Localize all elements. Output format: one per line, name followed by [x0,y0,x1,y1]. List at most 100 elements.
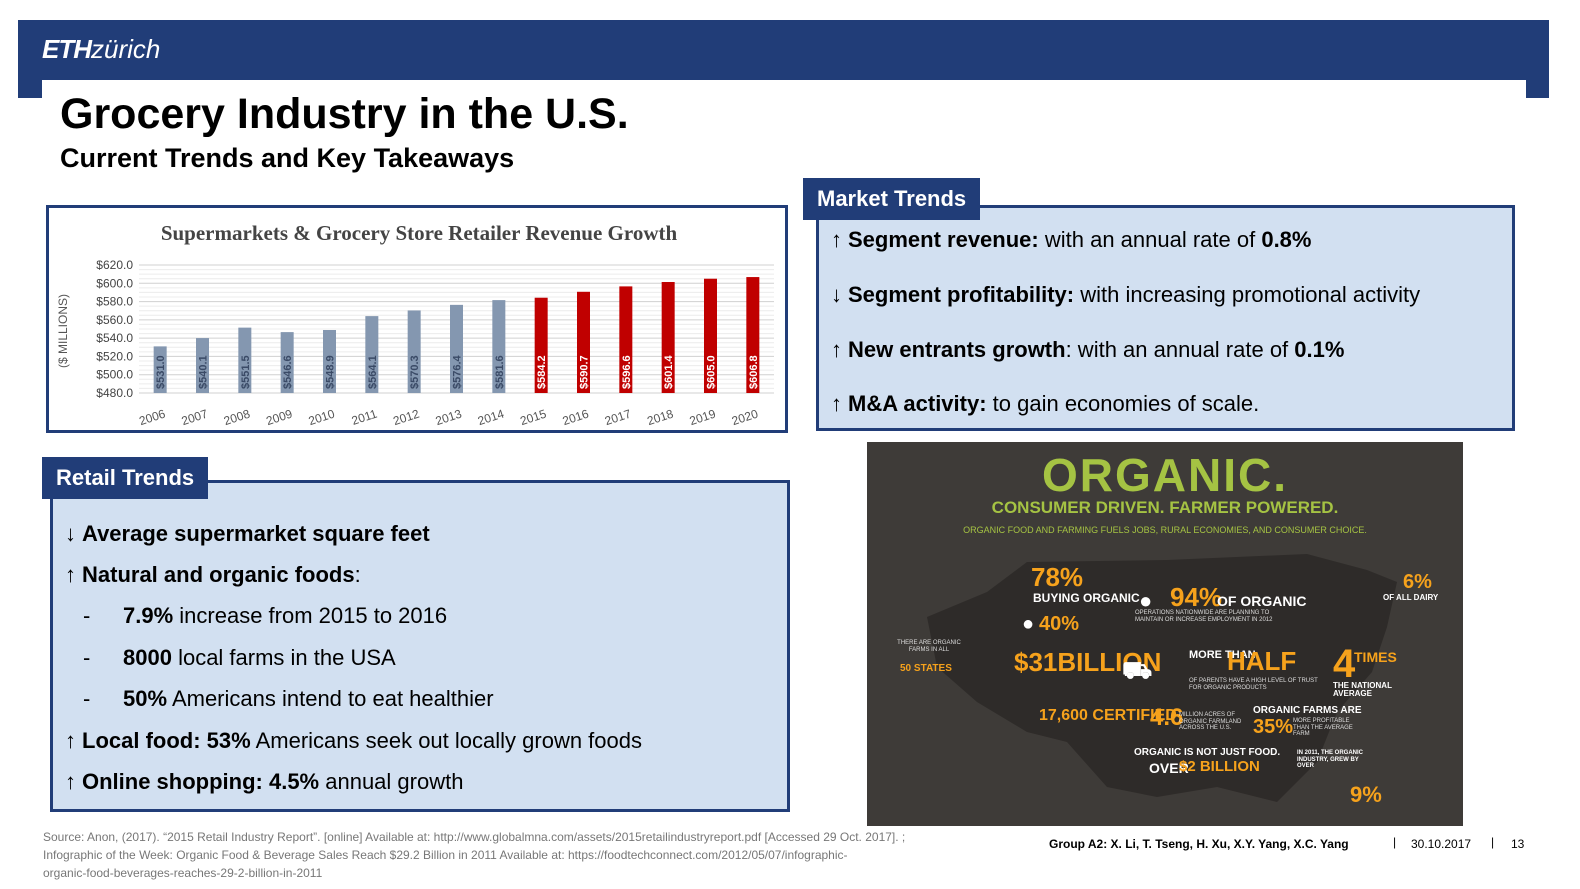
retail-trends-tab: Retail Trends [42,457,209,499]
retail-trend-item: ↓ Average supermarket square feet [65,521,430,546]
chart-bar [534,297,548,393]
chart-x-tick-label: 2020 [730,406,760,428]
retail-sub-item: -8000 local farms in the USA [83,645,396,670]
farms-text: ORGANIC FARMS ARE [1253,705,1362,716]
times-value: 4 [1333,642,1356,686]
stat-78-value: 78% [1031,562,1084,592]
chart-data-label: $564.1 [367,355,379,389]
stat-35-value: 35% [1253,716,1294,738]
chart-y-tick-label: $500.0 [96,368,133,382]
market-trend-item: ↑ New entrants growth: with an annual rat… [831,337,1345,362]
footer-separator: | [1491,835,1495,849]
retail-trend-item: ↑ Online shopping: 4.5% annual growth [65,769,464,794]
chart-y-tick-label: $580.0 [96,295,133,309]
chart-bar [196,338,209,393]
chart-data-label: $548.9 [325,355,337,389]
organic-infographic: ORGANIC. CONSUMER DRIVEN. FARMER POWERED… [867,442,1463,826]
chart-data-label: $596.6 [621,355,633,389]
stat-35-text: MORE PROFITABLE THAN THE AVERAGE FARM [1293,718,1353,738]
chart-y-tick-label: $520.0 [96,349,133,363]
organic-tagline: ORGANIC FOOD AND FARMING FUELS JOBS, RUR… [963,525,1367,535]
retail-sub-item: -50% Americans intend to eat healthier [83,686,494,711]
chart-bar [323,330,336,393]
chart-data-label: $531.0 [155,355,167,389]
chart-bar [704,278,717,393]
chart-bar [492,300,506,393]
market-trends-panel: ↑ Segment revenue: with an annual rate of… [816,205,1515,431]
chart-bar [577,291,590,393]
stat-94-sub: OPERATIONS NATIONWIDE ARE PLANNING TO MA… [1135,610,1273,623]
chart-y-tick-label: $540.0 [96,331,133,345]
chart-x-tick-label: 2015 [518,406,548,428]
retail-trends-panel: ↓ Average supermarket square feet ↑ Natura… [50,480,790,812]
chart-data-label: $606.8 [748,355,760,389]
header-inner [42,80,1526,120]
chart-data-label: $590.7 [579,355,591,389]
apple-icon: ● [1022,613,1035,635]
chart-y-tick-label: $560.0 [96,313,133,327]
chart-y-tick-label: $600.0 [96,276,133,290]
chart-x-tick-label: 2009 [264,406,294,428]
stat-4-6-value: 4.6 [1150,704,1184,731]
market-trend-item: ↑ M&A activity: to gain economies of scal… [831,391,1260,416]
retail-trend-item: ↑ Natural and organic foods: [65,562,361,587]
footer-separator: | [1393,835,1397,849]
footer-page-number: 13 [1511,837,1525,851]
chart-data-label: $540.1 [198,355,210,389]
source-citation: Source: Anon, (2017). “2015 Retail Indus… [43,830,906,880]
over-value: $2 BILLION [1179,758,1260,775]
page-subtitle: Current Trends and Key Takeaways [60,143,515,173]
chart-x-tick-label: 2007 [180,406,210,428]
stat-9-value: 9% [1350,782,1382,807]
chart-y-axis-label: ($ MILLIONS) [56,294,70,368]
chart-bar [407,310,421,393]
revenue-chart: Supermarkets & Grocery Store Retailer Re… [46,205,788,433]
over-pre-text: OVER [1149,760,1189,776]
retail-trend-item: ↑ Local food: 53% Americans seek out loca… [65,728,642,753]
chart-data-label: $605.0 [706,355,718,389]
chart-bar [153,346,167,393]
chart-x-tick-label: 2013 [434,406,464,428]
market-trends-tab: Market Trends [803,178,981,220]
stat-4-6-text: MILLION ACRES OF ORGANIC FARMLAND ACROSS… [1179,712,1242,732]
stat-31b-value: $31BILLION [1014,647,1162,677]
chart-bar [280,332,294,393]
chart-data-label: $576.4 [452,354,464,389]
footer-date: 30.10.2017 [1411,837,1472,851]
chart-data-label: $584.2 [536,355,548,389]
chart-x-tick-label: 2010 [307,406,337,428]
chart-bar [365,316,379,393]
stat-6-value: 6% [1403,571,1432,593]
page-title: Grocery Industry in the U.S. [60,90,629,138]
chart-x-tick-label: 2019 [688,406,718,428]
chart-y-tick-label: $620.0 [96,258,133,272]
chart-data-label: $581.6 [494,355,506,389]
chart-bar [619,286,633,393]
half-pre-text: MORE THAN [1189,649,1256,661]
chart-bar [238,327,252,393]
stat-94-text: OF ORGANIC [1217,593,1307,609]
half-sub: OF PARENTS HAVE A HIGH LEVEL OF TRUST FO… [1189,678,1318,691]
footer-group-authors: Group A2: X. Li, T. Tseng, H. Xu, X.Y. Y… [1049,837,1349,851]
market-trend-item: ↑ Segment revenue: with an annual rate of… [831,227,1312,252]
chart-bar [450,304,463,393]
eth-logo: ETHzürich [42,34,161,64]
times-text: TIMES [1354,649,1397,665]
chart-data-label: $601.4 [663,354,675,389]
chart-y-tick-label: $480.0 [96,386,133,400]
market-trend-item: ↓ Segment profitability: with increasing … [831,282,1421,307]
chart-data-label: $551.5 [240,355,252,389]
organic-title: ORGANIC. [1042,449,1288,501]
stat-17600-value: 17,600 CERTIFIED [1039,707,1177,724]
chart-data-label: $546.6 [282,355,294,389]
grew-text: IN 2011, THE ORGANIC INDUSTRY, GREW BY O… [1297,750,1364,770]
stat-40-value: 40% [1039,613,1080,635]
chart-x-tick-label: 2006 [137,406,167,428]
chart-x-tick-label: 2011 [350,406,379,427]
chart-data-label: $570.3 [409,355,421,389]
times-sub: THE NATIONAL AVERAGE [1333,681,1392,698]
stat-94-value: 94% [1170,582,1223,612]
chart-bar [746,277,760,393]
us-map-shape [927,554,1397,802]
tomato-icon: ● [1139,588,1153,613]
